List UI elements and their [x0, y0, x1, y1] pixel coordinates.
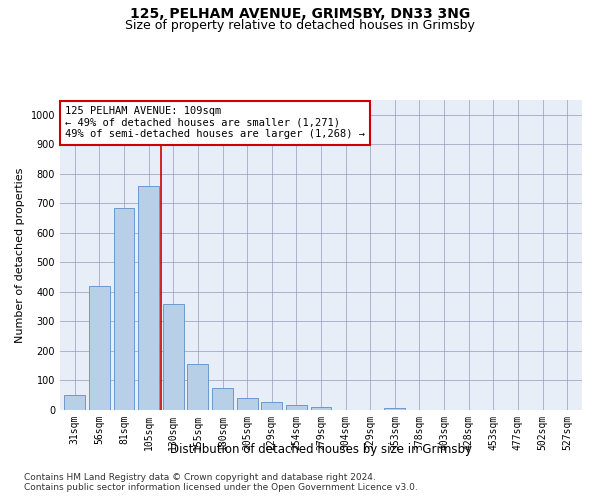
Text: Size of property relative to detached houses in Grimsby: Size of property relative to detached ho… [125, 18, 475, 32]
Bar [187, 364, 208, 410]
Text: 125 PELHAM AVENUE: 109sqm
← 49% of detached houses are smaller (1,271)
49% of se: 125 PELHAM AVENUE: 109sqm ← 49% of detac… [65, 106, 365, 140]
Bar [163, 304, 184, 410]
Text: Contains public sector information licensed under the Open Government Licence v3: Contains public sector information licen… [24, 484, 418, 492]
Text: Distribution of detached houses by size in Grimsby: Distribution of detached houses by size … [170, 442, 472, 456]
Text: 125, PELHAM AVENUE, GRIMSBY, DN33 3NG: 125, PELHAM AVENUE, GRIMSBY, DN33 3NG [130, 8, 470, 22]
Bar [212, 388, 233, 410]
Bar [286, 404, 307, 410]
Bar [385, 408, 406, 410]
Bar [261, 402, 282, 410]
Bar [138, 186, 159, 410]
Bar [113, 208, 134, 410]
Bar [311, 407, 331, 410]
Bar [64, 395, 85, 410]
Y-axis label: Number of detached properties: Number of detached properties [15, 168, 25, 342]
Text: Contains HM Land Registry data © Crown copyright and database right 2024.: Contains HM Land Registry data © Crown c… [24, 472, 376, 482]
Bar [236, 398, 257, 410]
Bar [89, 286, 110, 410]
